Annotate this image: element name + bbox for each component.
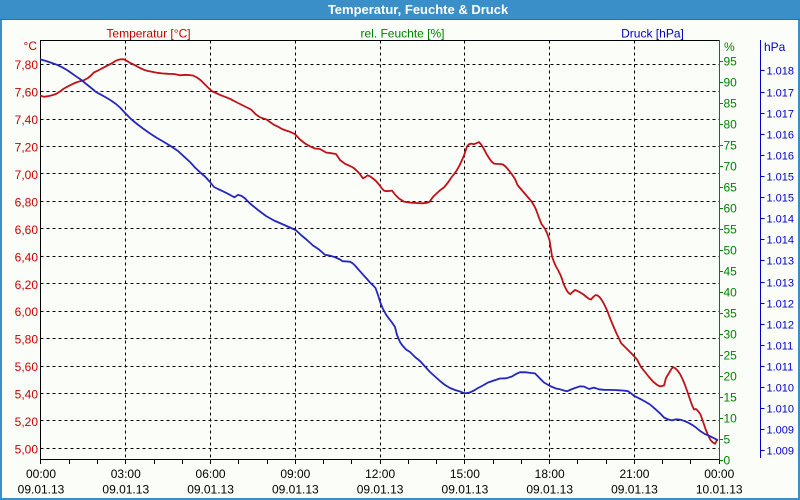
svg-text:7,80: 7,80: [15, 58, 39, 72]
svg-text:09.01.13: 09.01.13: [357, 483, 404, 497]
svg-text:6,40: 6,40: [15, 250, 39, 264]
svg-text:6,00: 6,00: [15, 305, 39, 319]
svg-text:1.015: 1.015: [767, 193, 795, 205]
svg-text:09:00: 09:00: [280, 467, 310, 481]
svg-text:°C: °C: [24, 39, 38, 53]
svg-text:15:00: 15:00: [450, 467, 480, 481]
svg-text:09.01.13: 09.01.13: [526, 483, 573, 497]
svg-text:75: 75: [724, 139, 738, 153]
svg-text:09.01.13: 09.01.13: [272, 483, 319, 497]
svg-text:18:00: 18:00: [535, 467, 565, 481]
svg-text:06:00: 06:00: [196, 467, 226, 481]
svg-text:21:00: 21:00: [619, 467, 649, 481]
svg-text:1.017: 1.017: [767, 109, 795, 121]
svg-text:1.012: 1.012: [767, 320, 795, 332]
svg-text:5,80: 5,80: [15, 333, 39, 347]
svg-text:09.01.13: 09.01.13: [18, 483, 65, 497]
svg-text:1.010: 1.010: [767, 383, 795, 395]
svg-text:09.01.13: 09.01.13: [442, 483, 489, 497]
svg-text:1.014: 1.014: [767, 214, 795, 226]
svg-text:65: 65: [724, 181, 738, 195]
svg-text:20: 20: [724, 370, 738, 384]
svg-text:09.01.13: 09.01.13: [102, 483, 149, 497]
svg-text:1.011: 1.011: [767, 362, 794, 374]
svg-text:7,40: 7,40: [15, 113, 39, 127]
svg-text:1.013: 1.013: [767, 256, 795, 268]
svg-text:6,20: 6,20: [15, 278, 39, 292]
svg-text:hPa: hPa: [764, 40, 786, 54]
svg-text:1.018: 1.018: [767, 66, 795, 78]
svg-text:1.017: 1.017: [767, 88, 795, 100]
svg-text:25: 25: [724, 349, 738, 363]
svg-text:60: 60: [724, 202, 738, 216]
svg-text:1.015: 1.015: [767, 172, 795, 184]
svg-text:1.013: 1.013: [767, 278, 795, 290]
svg-text:5,60: 5,60: [15, 360, 39, 374]
svg-text:90: 90: [724, 76, 738, 90]
svg-text:95: 95: [724, 55, 738, 69]
svg-text:1.010: 1.010: [767, 404, 795, 416]
svg-text:7,00: 7,00: [15, 168, 39, 182]
svg-text:1.012: 1.012: [767, 299, 795, 311]
svg-text:Temperatur [°C]: Temperatur [°C]: [106, 27, 190, 41]
svg-text:00:00: 00:00: [704, 467, 734, 481]
svg-text:10: 10: [724, 412, 738, 426]
svg-text:rel. Feuchte [%]: rel. Feuchte [%]: [360, 27, 444, 41]
svg-text:30: 30: [724, 328, 738, 342]
svg-text:%: %: [724, 40, 735, 54]
svg-text:09.01.13: 09.01.13: [611, 483, 658, 497]
svg-text:00:00: 00:00: [26, 467, 56, 481]
svg-text:7,20: 7,20: [15, 141, 39, 155]
svg-text:15: 15: [724, 391, 738, 405]
svg-text:6,80: 6,80: [15, 195, 39, 209]
svg-text:1.016: 1.016: [767, 151, 795, 163]
svg-text:5,40: 5,40: [15, 388, 39, 402]
svg-text:Druck [hPa]: Druck [hPa]: [621, 27, 684, 41]
svg-text:5,20: 5,20: [15, 415, 39, 429]
svg-text:1.009: 1.009: [767, 446, 795, 458]
svg-text:5,00: 5,00: [15, 442, 39, 456]
svg-text:70: 70: [724, 160, 738, 174]
svg-text:80: 80: [724, 118, 738, 132]
svg-text:10.01.13: 10.01.13: [696, 483, 743, 497]
svg-text:45: 45: [724, 265, 738, 279]
svg-text:1.016: 1.016: [767, 130, 795, 142]
svg-text:40: 40: [724, 286, 738, 300]
svg-text:5: 5: [724, 433, 731, 447]
svg-text:50: 50: [724, 244, 738, 258]
svg-text:0: 0: [724, 454, 731, 468]
svg-text:6,60: 6,60: [15, 223, 39, 237]
svg-text:55: 55: [724, 223, 738, 237]
svg-text:12:00: 12:00: [365, 467, 395, 481]
svg-text:85: 85: [724, 97, 738, 111]
svg-text:1.014: 1.014: [767, 235, 795, 247]
svg-text:1.011: 1.011: [767, 341, 794, 353]
svg-text:35: 35: [724, 307, 738, 321]
svg-text:09.01.13: 09.01.13: [187, 483, 234, 497]
svg-text:03:00: 03:00: [111, 467, 141, 481]
svg-text:7,60: 7,60: [15, 86, 39, 100]
svg-text:1.009: 1.009: [767, 425, 795, 437]
